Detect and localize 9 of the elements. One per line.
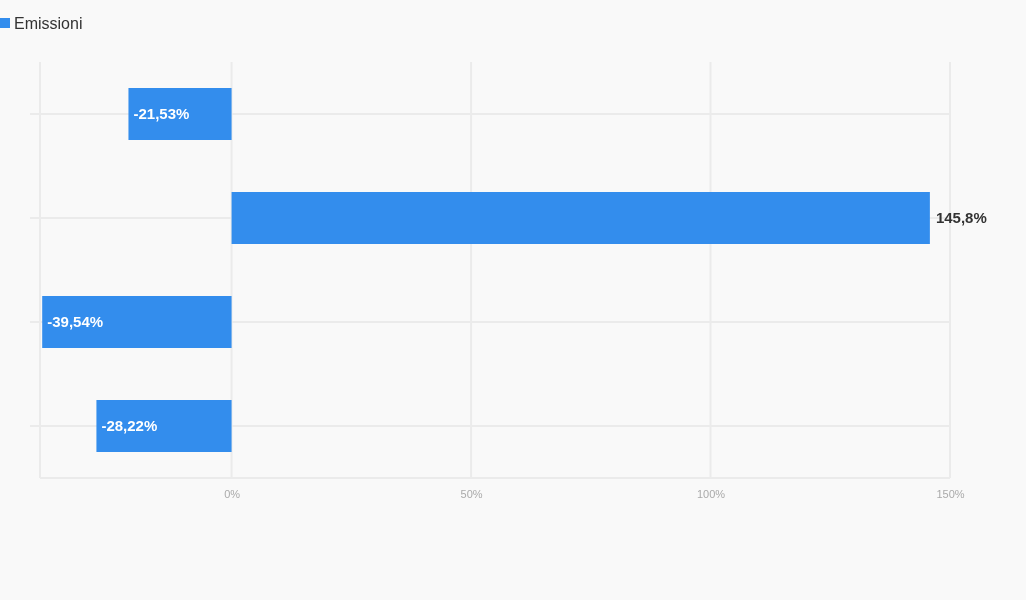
x-tick-label: 100% [696, 487, 726, 500]
data-label: 145,8% [935, 209, 987, 227]
x-tick-label: 50% [460, 487, 483, 500]
x-tick-label: 0% [224, 487, 241, 500]
data-label: -39,54% [47, 313, 104, 331]
data-label: -21,53% [133, 105, 190, 123]
data-label: -28,22% [101, 417, 158, 435]
x-tick-label: 150% [936, 487, 965, 500]
legend-label: Emissioni [14, 14, 83, 32]
